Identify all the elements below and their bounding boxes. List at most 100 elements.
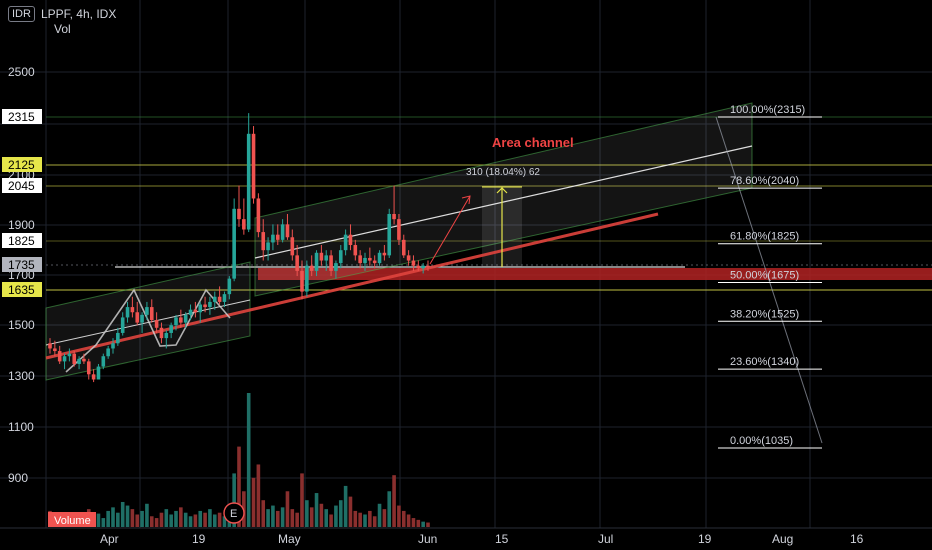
candle-body bbox=[324, 255, 329, 261]
volume-bar bbox=[329, 514, 333, 527]
candle-body bbox=[57, 351, 62, 362]
volume-bar bbox=[232, 473, 236, 527]
volume-bar bbox=[271, 505, 275, 527]
candle-body bbox=[251, 133, 256, 199]
currency-badge[interactable]: IDR bbox=[8, 6, 35, 22]
candle-body bbox=[242, 219, 246, 230]
volume-bar bbox=[193, 514, 198, 527]
volume-bar bbox=[217, 512, 222, 527]
y-tick-label: 900 bbox=[8, 471, 28, 485]
volume-bar bbox=[334, 505, 338, 527]
candle-body bbox=[159, 327, 164, 339]
candle-body bbox=[338, 250, 343, 264]
candle-body bbox=[343, 234, 348, 251]
y-highlight-text: 2315 bbox=[8, 110, 35, 124]
volume-bar bbox=[120, 501, 125, 527]
candle-body bbox=[130, 307, 135, 313]
candle-body bbox=[246, 133, 251, 230]
fib-label: 61.80%(1825) bbox=[730, 231, 799, 243]
candle-body bbox=[169, 325, 173, 333]
candles bbox=[48, 113, 430, 383]
volume-bar bbox=[183, 512, 188, 527]
volume-bar bbox=[343, 485, 348, 527]
symbol-line[interactable]: LPPF, 4h, IDX bbox=[40, 7, 117, 21]
volume-bar bbox=[406, 514, 411, 527]
fib-diagonal bbox=[715, 116, 823, 444]
volume-bar bbox=[324, 509, 329, 527]
volume-bar bbox=[101, 518, 106, 527]
volume-bar bbox=[358, 512, 362, 527]
volume-label-bg bbox=[48, 512, 96, 527]
volume-bar bbox=[387, 491, 392, 527]
earnings-marker[interactable] bbox=[223, 502, 245, 524]
candle-body bbox=[358, 255, 362, 264]
volume-bar bbox=[203, 512, 207, 527]
candle-body bbox=[290, 237, 295, 256]
volume-bar bbox=[111, 507, 115, 527]
fib-label: 23.60%(1340) bbox=[730, 356, 799, 368]
fib-label: 100.00%(2315) bbox=[730, 104, 805, 116]
candle-body bbox=[67, 353, 72, 357]
volume-bar bbox=[149, 516, 154, 527]
candle-body bbox=[91, 374, 96, 380]
y-highlight-text: 1735 bbox=[8, 258, 35, 272]
candle-body bbox=[295, 255, 299, 271]
volume-bar bbox=[411, 518, 416, 527]
candle-body bbox=[222, 294, 227, 302]
candle-body bbox=[101, 356, 106, 367]
candle-body bbox=[329, 255, 333, 271]
candle-body bbox=[372, 260, 377, 264]
candle-body bbox=[334, 263, 338, 271]
candle-body bbox=[82, 358, 86, 362]
candle-body bbox=[377, 252, 382, 264]
fib-levels: 100.00%(2315) 78.60%(2040) 61.80%(1825) 50.… bbox=[718, 104, 822, 449]
candle-body bbox=[421, 265, 425, 269]
support-zone bbox=[258, 268, 932, 280]
candle-body bbox=[426, 265, 430, 267]
x-tick-label: Aug bbox=[772, 532, 793, 546]
y-highlight-text: 2045 bbox=[8, 179, 35, 193]
volume-bar bbox=[401, 510, 406, 527]
candle-body bbox=[256, 198, 261, 233]
candle-body bbox=[387, 213, 392, 256]
volume-bar bbox=[116, 512, 120, 527]
candle-body bbox=[382, 252, 387, 256]
candle-body bbox=[188, 309, 193, 315]
fib-label: 38.20%(1525) bbox=[730, 308, 799, 320]
fib-label: 78.60%(2040) bbox=[730, 175, 799, 187]
candle-body bbox=[164, 332, 169, 339]
y-highlight-label: 1735 bbox=[2, 257, 42, 272]
y-highlight-bg bbox=[2, 257, 42, 272]
y-highlight-bg bbox=[2, 233, 42, 248]
candle-body bbox=[227, 278, 232, 295]
channel-early-mid bbox=[45, 299, 251, 346]
volume-bar bbox=[130, 509, 135, 527]
volume-bar bbox=[140, 510, 144, 527]
candle-body bbox=[368, 257, 372, 261]
volume-bar bbox=[188, 516, 193, 527]
candle-body bbox=[111, 343, 115, 349]
candle-body bbox=[96, 366, 101, 380]
volume-bar bbox=[348, 496, 353, 527]
volume-bar bbox=[212, 514, 217, 527]
x-tick-label: 19 bbox=[698, 532, 712, 546]
volume-bar bbox=[280, 507, 285, 527]
y-highlight-label: 1635 bbox=[2, 282, 42, 297]
volume-bar bbox=[353, 510, 358, 527]
candle-body bbox=[212, 296, 217, 302]
y-highlight-bg bbox=[2, 282, 42, 297]
candle-body bbox=[149, 307, 154, 321]
trendline-red bbox=[45, 212, 659, 360]
volume-bar bbox=[251, 477, 256, 527]
candle-body bbox=[48, 343, 52, 349]
volume-indicator-label[interactable]: Vol bbox=[54, 22, 71, 36]
volume-bar bbox=[309, 507, 314, 527]
y-highlight-label: 2315 bbox=[2, 109, 42, 124]
candle-body bbox=[406, 255, 411, 261]
volume-bar bbox=[426, 522, 430, 527]
candle-body bbox=[120, 317, 125, 333]
x-tick-label: 19 bbox=[192, 532, 206, 546]
volume-bar bbox=[416, 519, 421, 527]
candle-body bbox=[411, 260, 416, 266]
